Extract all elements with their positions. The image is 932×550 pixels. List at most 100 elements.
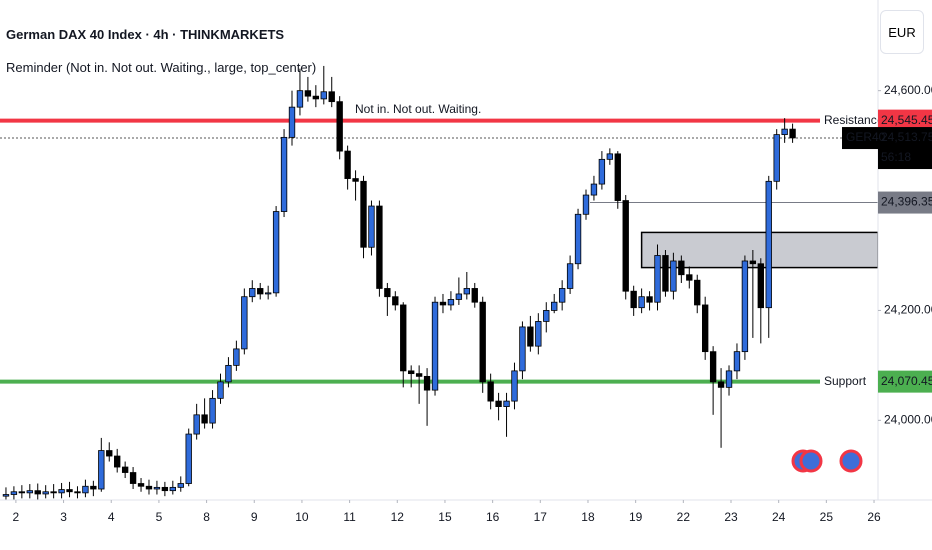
candle-body	[241, 296, 248, 350]
candle-body	[527, 326, 534, 347]
x-tick-label: 23	[724, 510, 738, 524]
x-tick-label: 22	[677, 510, 691, 524]
x-tick-label: 2	[13, 510, 20, 524]
candle-body	[320, 91, 327, 100]
x-tick-label: 17	[534, 510, 548, 524]
candle-body	[765, 180, 772, 309]
candle-body	[26, 490, 33, 494]
x-tick-label: 12	[391, 510, 405, 524]
candle-body	[352, 178, 359, 182]
candle-body	[368, 205, 375, 248]
candle-body	[535, 321, 542, 347]
candle-body	[471, 288, 478, 303]
candle-body	[169, 486, 177, 492]
candle-body	[233, 348, 240, 366]
x-tick-label: 25	[820, 510, 834, 524]
candle-body	[733, 351, 741, 372]
candle-body	[18, 491, 26, 494]
candle-body	[336, 101, 343, 152]
x-tick-label: 4	[108, 510, 115, 524]
level-label-box	[878, 191, 932, 214]
candle-body	[519, 326, 526, 372]
annotation: Not in. Not out. Waiting.	[355, 102, 481, 116]
candle-body	[463, 288, 470, 295]
candle-body	[42, 491, 49, 495]
candle-body	[328, 91, 335, 103]
candle-body	[606, 153, 614, 160]
candle-body	[773, 134, 780, 182]
candle-body	[185, 433, 192, 484]
candle-body	[384, 288, 391, 298]
candle-body	[415, 373, 423, 377]
candle-body	[694, 279, 701, 306]
candle-body	[280, 136, 288, 212]
x-tick-label: 3	[60, 510, 67, 524]
currency-button[interactable]: EUR	[880, 10, 924, 54]
candle-body	[590, 183, 598, 196]
candle-body	[670, 260, 677, 292]
candle-body	[709, 351, 717, 383]
candle-body	[400, 304, 407, 372]
candle-body	[137, 483, 145, 487]
candle-body	[74, 491, 81, 494]
x-tick-label: 16	[486, 510, 500, 524]
candle-body	[58, 489, 65, 494]
candle-body	[129, 472, 137, 484]
candle-body	[749, 260, 757, 265]
level-label: 24,070.45	[881, 374, 932, 388]
level-name: Resistance	[824, 113, 884, 127]
candle-body	[789, 128, 796, 139]
y-tick-label: 24,600.00	[884, 83, 932, 97]
candle-body	[662, 255, 669, 292]
candle-body	[264, 292, 272, 295]
candle-body	[558, 288, 566, 303]
level-label-box	[878, 370, 932, 393]
symbol-label: GER40	[846, 130, 886, 144]
candle-body	[90, 485, 97, 490]
y-tick-label: 24,000.00	[884, 413, 932, 427]
candle-body	[566, 263, 574, 289]
candle-body	[193, 414, 200, 435]
indicator-label[interactable]: Reminder (Not in. Not out. Waiting., lar…	[6, 60, 317, 75]
level-name: Support	[824, 374, 867, 388]
candle-body	[598, 158, 606, 185]
y-tick-label: 24,200.00	[884, 303, 932, 317]
x-tick-label: 18	[581, 510, 595, 524]
x-tick-label: 9	[251, 510, 258, 524]
candle-body	[50, 491, 57, 494]
x-tick-label: 8	[203, 510, 210, 524]
candle-body	[249, 288, 256, 298]
candle-body	[360, 180, 367, 248]
candle-body	[98, 450, 105, 490]
x-tick-label: 5	[156, 510, 163, 524]
candle-body	[781, 128, 788, 136]
candle-body	[614, 153, 621, 201]
candle-body	[503, 400, 510, 407]
last-price-box	[878, 127, 932, 170]
candle-body	[257, 288, 264, 295]
event-icon[interactable]	[799, 449, 823, 473]
event-icon[interactable]	[839, 449, 863, 473]
candle-body	[344, 150, 351, 179]
candle-body	[717, 381, 725, 388]
x-tick-label: 19	[629, 510, 643, 524]
candle-body	[582, 194, 590, 215]
candle-body	[551, 301, 558, 311]
x-tick-label: 24	[772, 510, 786, 524]
candle-body	[686, 274, 693, 281]
candle-body	[757, 263, 764, 309]
candle-body	[145, 485, 153, 490]
candle-body	[646, 296, 653, 303]
candle-body	[272, 211, 280, 294]
candle-body	[741, 260, 749, 353]
x-tick-label: 15	[438, 510, 452, 524]
candle-body	[543, 310, 550, 322]
candle-body	[312, 95, 320, 100]
candle-body	[511, 370, 518, 402]
candle-body	[82, 485, 89, 494]
candle-body	[121, 466, 129, 473]
zone	[640, 231, 879, 269]
candle-body	[34, 490, 41, 495]
symbol-box	[842, 127, 878, 150]
